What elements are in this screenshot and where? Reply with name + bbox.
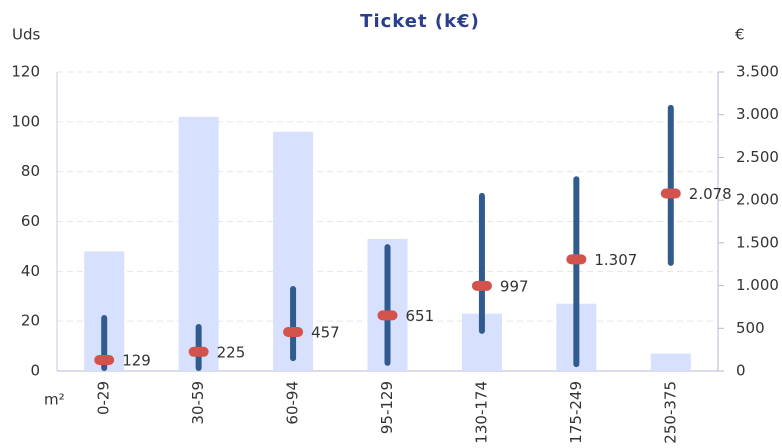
value-label: 997 [500,277,529,295]
median-marker [283,326,304,337]
median-marker [566,254,587,265]
y2-tick-label: 3.500 [736,63,779,81]
value-label: 651 [406,307,435,325]
y-tick-label: 40 [21,262,40,280]
y2-tick-label: 0 [736,362,746,380]
x-tick-label: 250-375 [661,381,679,444]
value-label: 129 [122,351,151,369]
y2-tick-label: 2.500 [736,148,779,166]
x-tick-label: 60-94 [284,381,302,425]
value-label: 225 [217,343,246,361]
x-tick-label: 95-129 [378,381,396,434]
y2-tick-label: 1.500 [736,233,779,251]
y2-tick-label: 2.000 [736,191,779,209]
value-label: 2.078 [689,185,732,203]
y2-axis-label: € [735,26,745,44]
median-marker [377,310,398,321]
y-tick-label: 100 [11,112,40,130]
median-marker [94,354,115,365]
chart-title: Ticket (k€) [360,11,480,32]
y-tick-label: 80 [21,162,40,180]
value-label: 1.307 [594,251,637,269]
x-tick-label: 175-249 [567,381,585,444]
y2-tick-label: 3.000 [736,105,779,123]
y2-tick-label: 500 [736,319,765,337]
y-axis-label: Uds [12,26,41,44]
y2-tick-label: 1.000 [736,276,779,294]
x-tick-label: 0-29 [95,381,113,415]
median-marker [188,346,209,357]
y-tick-label: 0 [30,362,40,380]
y-tick-label: 20 [21,312,40,330]
bar [650,353,691,371]
median-marker [660,188,681,199]
y-tick-label: 60 [21,212,40,230]
x-tick-label: 130-174 [472,381,490,444]
value-label: 457 [311,323,340,341]
x-axis-label: m² [44,391,65,409]
y-tick-label: 120 [11,63,40,81]
x-tick-label: 30-59 [189,381,207,425]
median-marker [471,280,492,291]
